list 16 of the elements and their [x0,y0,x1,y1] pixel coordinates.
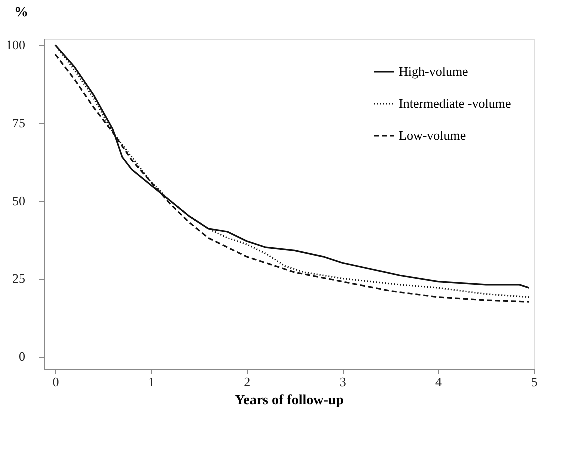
y-axis-title: % [14,6,28,20]
legend-label: Intermediate -volume [399,96,512,111]
y-tick-label: 100 [6,38,26,53]
legend-label: High-volume [399,64,469,79]
y-tick-label: 0 [19,349,26,364]
y-tick-label: 75 [12,116,26,131]
x-tick-label: 4 [436,374,443,390]
y-tick-label: 50 [12,193,26,208]
x-tick-label: 2 [244,374,251,390]
x-tick-label: 3 [340,374,346,390]
y-tick-label: 25 [12,271,26,286]
legend-label: Low-volume [399,128,466,143]
x-tick-label: 5 [531,374,538,390]
x-tick-label: 1 [148,374,155,390]
x-tick-label: 0 [52,374,60,390]
x-axis-title: Years of follow-up [235,394,344,408]
